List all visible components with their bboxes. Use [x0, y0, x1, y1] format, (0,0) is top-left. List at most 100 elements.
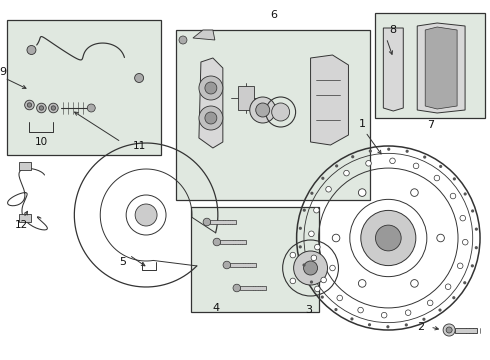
- Text: 10: 10: [35, 137, 48, 147]
- Circle shape: [199, 76, 223, 100]
- Circle shape: [299, 227, 302, 230]
- Circle shape: [350, 317, 354, 320]
- Circle shape: [446, 327, 452, 333]
- Circle shape: [87, 104, 95, 112]
- Circle shape: [49, 103, 58, 113]
- Bar: [375, 13, 485, 118]
- Circle shape: [423, 156, 426, 159]
- Circle shape: [315, 286, 320, 292]
- Circle shape: [471, 210, 474, 212]
- Circle shape: [405, 310, 411, 315]
- Circle shape: [302, 264, 306, 267]
- Circle shape: [135, 204, 157, 226]
- Circle shape: [368, 323, 371, 327]
- Circle shape: [390, 158, 395, 164]
- Circle shape: [321, 277, 326, 283]
- Text: 9: 9: [0, 67, 7, 77]
- Circle shape: [450, 193, 456, 199]
- Text: 4: 4: [212, 303, 220, 313]
- Circle shape: [463, 281, 466, 284]
- Circle shape: [445, 284, 451, 289]
- Circle shape: [37, 103, 46, 113]
- Circle shape: [135, 73, 144, 82]
- Circle shape: [213, 238, 220, 246]
- Bar: [20, 162, 31, 170]
- Circle shape: [250, 97, 276, 123]
- Text: 12: 12: [15, 220, 28, 230]
- Circle shape: [464, 192, 467, 195]
- Circle shape: [335, 164, 338, 167]
- Circle shape: [405, 323, 408, 327]
- Circle shape: [343, 170, 349, 176]
- Circle shape: [299, 245, 302, 248]
- Circle shape: [457, 263, 463, 269]
- Circle shape: [471, 264, 474, 267]
- Circle shape: [439, 309, 441, 312]
- Bar: [6, 20, 161, 155]
- Circle shape: [406, 150, 409, 153]
- Polygon shape: [199, 58, 223, 148]
- Circle shape: [437, 234, 444, 242]
- Bar: [238, 86, 254, 110]
- Circle shape: [413, 163, 419, 169]
- Circle shape: [304, 261, 318, 275]
- Circle shape: [366, 161, 371, 166]
- Circle shape: [411, 189, 418, 197]
- Circle shape: [334, 308, 338, 311]
- Bar: [230, 263, 256, 267]
- Circle shape: [443, 324, 455, 336]
- Circle shape: [205, 112, 217, 124]
- Polygon shape: [193, 30, 215, 40]
- Circle shape: [315, 244, 320, 250]
- Circle shape: [290, 278, 295, 284]
- Polygon shape: [383, 28, 403, 111]
- Bar: [20, 214, 31, 222]
- Text: 8: 8: [390, 25, 397, 35]
- Circle shape: [386, 325, 390, 328]
- Circle shape: [330, 265, 335, 271]
- Circle shape: [475, 246, 478, 249]
- Circle shape: [427, 300, 433, 306]
- Circle shape: [256, 103, 270, 117]
- Circle shape: [24, 100, 34, 110]
- Polygon shape: [311, 55, 348, 145]
- Circle shape: [332, 234, 340, 242]
- Circle shape: [381, 312, 387, 318]
- Circle shape: [311, 255, 317, 261]
- Bar: [210, 220, 236, 224]
- Circle shape: [203, 218, 211, 226]
- Circle shape: [310, 280, 313, 284]
- Circle shape: [358, 189, 366, 197]
- Text: 3: 3: [305, 305, 312, 315]
- Circle shape: [310, 192, 314, 195]
- Circle shape: [453, 177, 456, 180]
- Circle shape: [223, 261, 231, 269]
- Polygon shape: [417, 23, 465, 113]
- Circle shape: [375, 225, 401, 251]
- Circle shape: [314, 207, 319, 213]
- Circle shape: [358, 280, 366, 287]
- Circle shape: [271, 103, 290, 121]
- Circle shape: [27, 45, 36, 54]
- Circle shape: [439, 165, 442, 168]
- Text: 5: 5: [120, 257, 126, 267]
- Circle shape: [233, 284, 241, 292]
- Circle shape: [434, 175, 440, 181]
- Bar: [455, 328, 477, 333]
- Polygon shape: [425, 27, 457, 109]
- Circle shape: [290, 252, 295, 258]
- Circle shape: [422, 318, 425, 321]
- Bar: [240, 286, 266, 290]
- Text: 1: 1: [359, 119, 366, 129]
- Circle shape: [51, 106, 55, 110]
- Circle shape: [361, 210, 416, 266]
- Circle shape: [463, 239, 468, 245]
- Circle shape: [411, 280, 418, 287]
- Circle shape: [39, 106, 44, 110]
- Circle shape: [199, 106, 223, 130]
- Circle shape: [387, 148, 391, 151]
- Text: 11: 11: [132, 141, 146, 151]
- Circle shape: [452, 296, 455, 299]
- Circle shape: [179, 36, 187, 44]
- Circle shape: [321, 177, 324, 180]
